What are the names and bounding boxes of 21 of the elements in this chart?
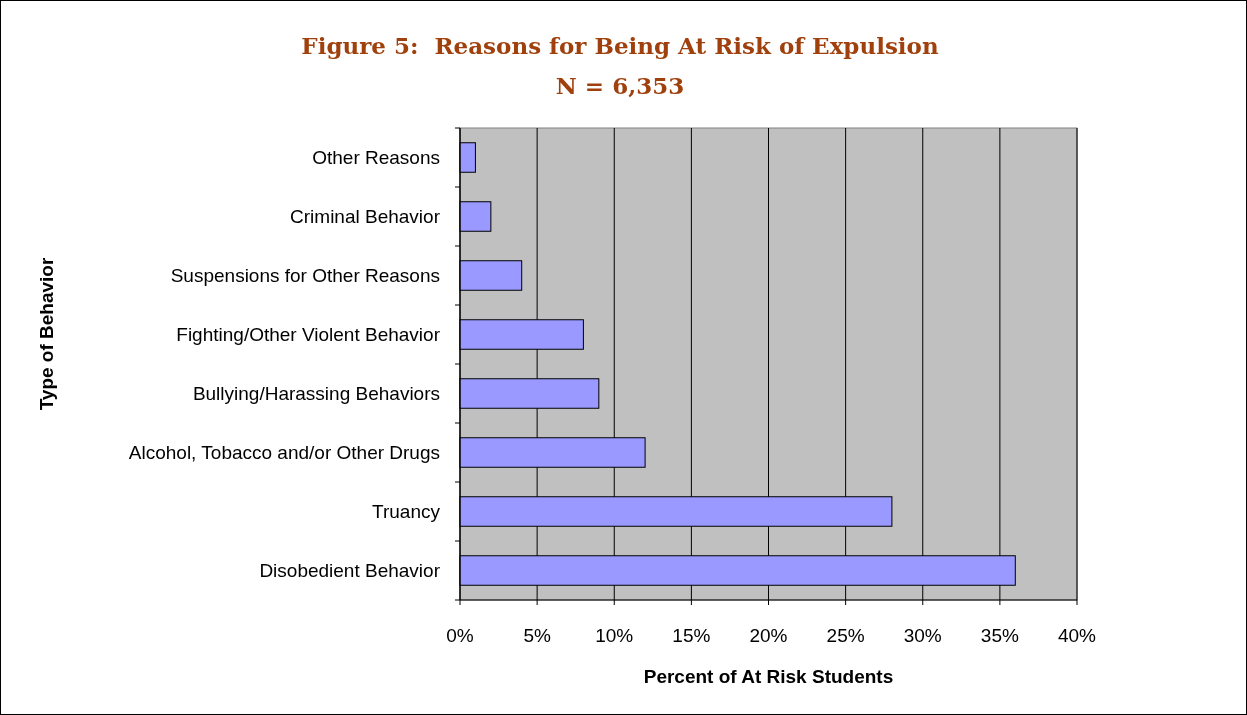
chart-title: Figure 5: Reasons for Being At Risk of Expulsion — [301, 32, 939, 59]
y-tick-label: Truancy — [372, 501, 441, 523]
y-tick-label: Disobedient Behavior — [259, 560, 441, 582]
x-tick-label: 20% — [749, 625, 788, 646]
x-tick-label: 10% — [595, 625, 634, 646]
y-tick-label: Bullying/Harassing Behaviors — [192, 383, 440, 405]
y-axis-title: Type of Behavior — [36, 257, 57, 411]
x-tick-label: 35% — [980, 625, 1019, 646]
x-tick-label: 15% — [672, 625, 711, 646]
x-axis-title: Percent of At Risk Students — [643, 666, 894, 687]
y-tick-label: Alcohol, Tobacco and/or Other Drugs — [128, 442, 440, 464]
x-tick-label: 0% — [446, 625, 474, 646]
y-tick-label: Suspensions for Other Reasons — [170, 265, 440, 287]
y-tick-label: Other Reasons — [312, 147, 440, 169]
y-tick-label: Fighting/Other Violent Behavior — [176, 324, 441, 346]
x-tick-label: 25% — [826, 625, 865, 646]
x-tick-label: 5% — [523, 625, 551, 646]
x-tick-label: 30% — [903, 625, 942, 646]
chart-subtitle: N = 6,353 — [555, 72, 685, 99]
y-tick-label: Criminal Behavior — [290, 206, 441, 228]
x-tick-label: 40% — [1057, 625, 1097, 646]
